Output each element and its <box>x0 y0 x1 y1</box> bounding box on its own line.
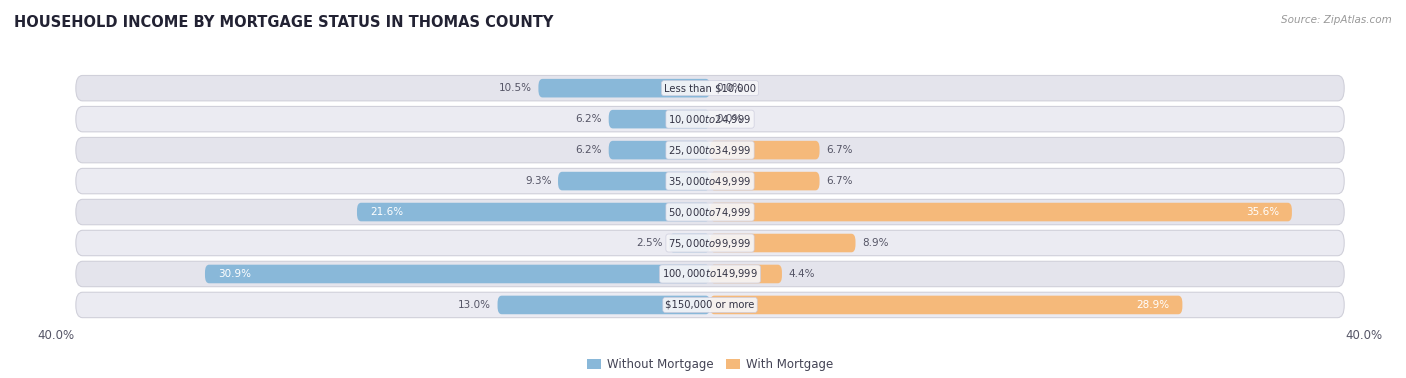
FancyBboxPatch shape <box>710 172 820 191</box>
Text: 21.6%: 21.6% <box>370 207 404 217</box>
Text: $35,000 to $49,999: $35,000 to $49,999 <box>668 175 752 187</box>
Text: HOUSEHOLD INCOME BY MORTGAGE STATUS IN THOMAS COUNTY: HOUSEHOLD INCOME BY MORTGAGE STATUS IN T… <box>14 15 554 30</box>
FancyBboxPatch shape <box>76 199 1344 225</box>
Text: $150,000 or more: $150,000 or more <box>665 300 755 310</box>
Text: 4.4%: 4.4% <box>789 269 815 279</box>
FancyBboxPatch shape <box>76 168 1344 194</box>
Text: $50,000 to $74,999: $50,000 to $74,999 <box>668 206 752 218</box>
Text: 2.5%: 2.5% <box>636 238 662 248</box>
Text: 30.9%: 30.9% <box>218 269 252 279</box>
FancyBboxPatch shape <box>710 234 855 252</box>
FancyBboxPatch shape <box>76 138 1344 163</box>
FancyBboxPatch shape <box>538 79 710 98</box>
Text: $100,000 to $149,999: $100,000 to $149,999 <box>662 268 758 280</box>
Text: $75,000 to $99,999: $75,000 to $99,999 <box>668 237 752 249</box>
Text: Source: ZipAtlas.com: Source: ZipAtlas.com <box>1281 15 1392 25</box>
Text: 13.0%: 13.0% <box>458 300 491 310</box>
Text: Less than $10,000: Less than $10,000 <box>664 83 756 93</box>
Text: 6.2%: 6.2% <box>575 114 602 124</box>
Text: 28.9%: 28.9% <box>1136 300 1170 310</box>
FancyBboxPatch shape <box>558 172 710 191</box>
FancyBboxPatch shape <box>609 141 710 160</box>
Text: 10.5%: 10.5% <box>499 83 531 93</box>
Text: 0.0%: 0.0% <box>717 114 742 124</box>
FancyBboxPatch shape <box>205 265 710 283</box>
Text: 6.2%: 6.2% <box>575 145 602 155</box>
Text: $25,000 to $34,999: $25,000 to $34,999 <box>668 144 752 156</box>
FancyBboxPatch shape <box>357 203 710 222</box>
Text: $10,000 to $24,999: $10,000 to $24,999 <box>668 113 752 125</box>
Text: 0.0%: 0.0% <box>717 83 742 93</box>
FancyBboxPatch shape <box>76 292 1344 318</box>
FancyBboxPatch shape <box>609 110 710 129</box>
FancyBboxPatch shape <box>76 261 1344 287</box>
Text: 6.7%: 6.7% <box>827 145 852 155</box>
FancyBboxPatch shape <box>76 107 1344 132</box>
Text: 35.6%: 35.6% <box>1246 207 1279 217</box>
FancyBboxPatch shape <box>710 203 1292 222</box>
FancyBboxPatch shape <box>498 296 710 314</box>
Legend: Without Mortgage, With Mortgage: Without Mortgage, With Mortgage <box>582 353 838 376</box>
FancyBboxPatch shape <box>669 234 710 252</box>
Text: 6.7%: 6.7% <box>827 176 852 186</box>
FancyBboxPatch shape <box>710 141 820 160</box>
Text: 8.9%: 8.9% <box>862 238 889 248</box>
FancyBboxPatch shape <box>710 265 782 283</box>
Text: 9.3%: 9.3% <box>524 176 551 186</box>
FancyBboxPatch shape <box>76 76 1344 101</box>
FancyBboxPatch shape <box>76 230 1344 256</box>
FancyBboxPatch shape <box>710 296 1182 314</box>
